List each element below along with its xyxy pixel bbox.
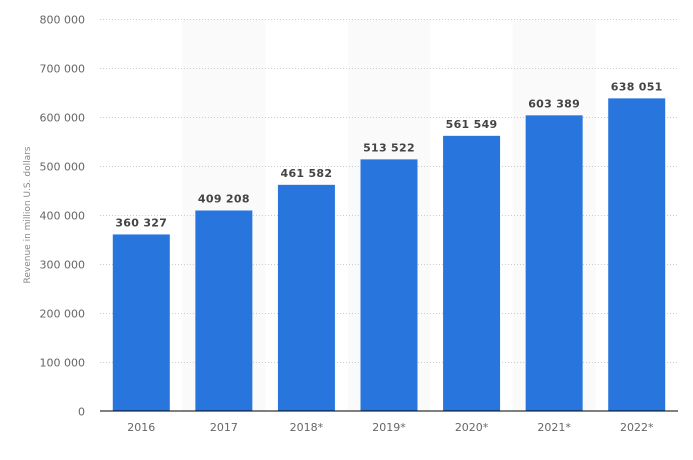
- bar[interactable]: [112, 234, 170, 411]
- y-axis-ticks: 0 100 000 200 000 300 000 400 000 500 000 600 …: [40, 14, 86, 419]
- bar[interactable]: [360, 159, 418, 411]
- bar[interactable]: [608, 98, 666, 411]
- data-label: 513 522: [363, 141, 415, 154]
- bar[interactable]: [195, 210, 253, 411]
- data-label: 360 327: [115, 216, 167, 229]
- y-tick-label: 700 000: [40, 63, 86, 76]
- data-label: 638 051: [611, 80, 663, 93]
- x-tick-label: 2020*: [455, 421, 489, 434]
- y-tick-label: 400 000: [40, 210, 86, 223]
- y-tick-label: 0: [78, 406, 85, 419]
- data-label: 561 549: [446, 118, 498, 131]
- bars: [112, 98, 666, 412]
- y-tick-label: 100 000: [40, 357, 86, 370]
- y-axis-label: Revenue in million U.S. dollars: [23, 146, 33, 283]
- x-axis-ticks: 2016 2017 2018* 2019* 2020* 2021* 2022*: [127, 421, 654, 434]
- data-label: 461 582: [280, 167, 332, 180]
- y-tick-label: 500 000: [40, 161, 86, 174]
- bar[interactable]: [525, 115, 583, 412]
- bar[interactable]: [277, 184, 335, 411]
- x-tick-label: 2021*: [537, 421, 571, 434]
- x-tick-label: 2018*: [290, 421, 324, 434]
- y-tick-label: 800 000: [40, 14, 86, 27]
- x-tick-label: 2016: [127, 421, 155, 434]
- x-tick-label: 2017: [210, 421, 238, 434]
- y-tick-label: 300 000: [40, 259, 86, 272]
- data-label: 409 208: [198, 192, 250, 205]
- x-tick-label: 2022*: [620, 421, 654, 434]
- data-label: 603 389: [528, 97, 580, 110]
- bar[interactable]: [443, 135, 501, 411]
- y-tick-label: 200 000: [40, 308, 86, 321]
- y-tick-label: 600 000: [40, 112, 86, 125]
- x-tick-label: 2019*: [372, 421, 406, 434]
- data-labels: 360 327 409 208 461 582 513 522 561 549 603 3…: [115, 80, 662, 229]
